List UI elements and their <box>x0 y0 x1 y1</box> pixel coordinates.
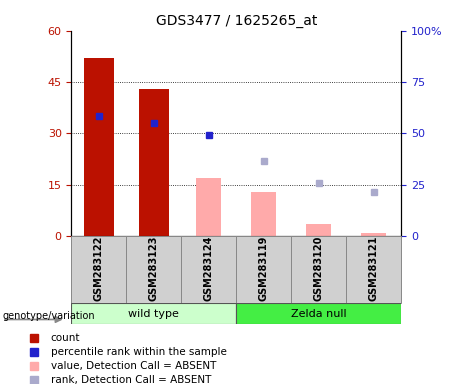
Bar <box>236 236 291 303</box>
Bar <box>139 89 169 236</box>
Bar <box>181 236 236 303</box>
Text: rank, Detection Call = ABSENT: rank, Detection Call = ABSENT <box>51 375 211 384</box>
Text: GSM283124: GSM283124 <box>204 236 214 301</box>
Text: wild type: wild type <box>129 309 179 319</box>
Bar <box>236 303 401 324</box>
Text: GSM283123: GSM283123 <box>149 236 159 301</box>
Text: GSM283120: GSM283120 <box>313 236 324 301</box>
Text: count: count <box>51 333 80 343</box>
Bar <box>71 303 236 324</box>
Bar <box>291 236 346 303</box>
Text: genotype/variation: genotype/variation <box>2 311 95 321</box>
Text: Zelda null: Zelda null <box>291 309 347 319</box>
Text: percentile rank within the sample: percentile rank within the sample <box>51 347 226 357</box>
Text: GSM283119: GSM283119 <box>259 236 269 301</box>
Text: value, Detection Call = ABSENT: value, Detection Call = ABSENT <box>51 361 216 371</box>
Text: GSM283121: GSM283121 <box>369 236 378 301</box>
Bar <box>71 236 126 303</box>
Bar <box>306 224 331 236</box>
Bar <box>84 58 114 236</box>
Text: GSM283122: GSM283122 <box>94 236 104 301</box>
Bar <box>251 192 276 236</box>
Bar <box>346 236 401 303</box>
Bar <box>126 236 181 303</box>
Bar <box>196 178 221 236</box>
Title: GDS3477 / 1625265_at: GDS3477 / 1625265_at <box>155 14 317 28</box>
Bar <box>361 233 386 236</box>
